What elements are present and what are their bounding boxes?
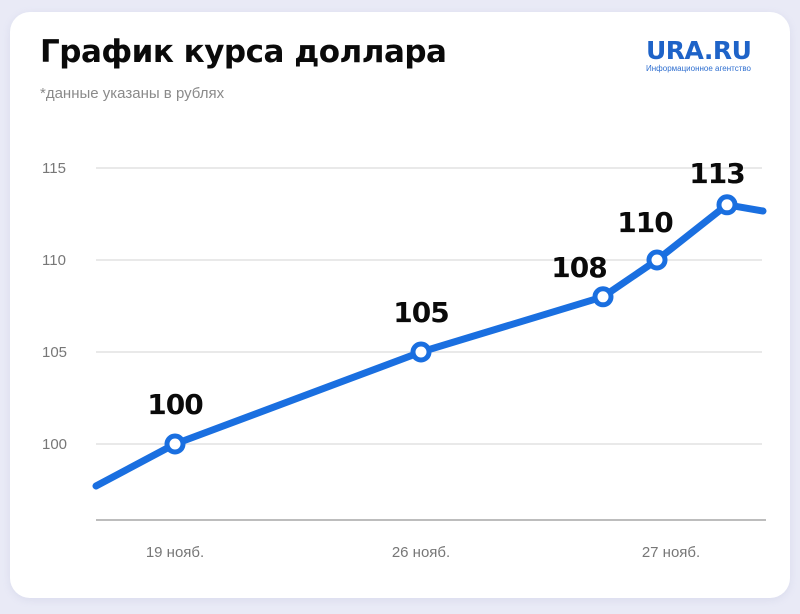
data-point-markers — [164, 194, 738, 455]
data-point — [716, 194, 738, 216]
x-tick-label: 26 нояб. — [392, 544, 450, 561]
y-tick-label: 105 — [42, 344, 67, 361]
data-label: 100 — [147, 388, 203, 421]
data-point — [592, 286, 614, 308]
y-axis-ticks: 100 105 110 115 — [42, 160, 67, 453]
y-tick-label: 115 — [42, 160, 66, 177]
x-tick-label: 27 нояб. — [642, 544, 700, 561]
data-label: 113 — [689, 157, 744, 190]
chart-title: График курса доллара — [40, 34, 447, 70]
logo-name: URA.RU — [646, 36, 752, 65]
data-label: 105 — [393, 296, 448, 329]
logo-tagline: Информационное агентство — [646, 64, 751, 73]
data-labels: 100 105 108 110 113 — [147, 157, 745, 421]
chart-card — [10, 12, 790, 598]
x-tick-label: 19 нояб. — [146, 544, 204, 561]
data-point — [164, 433, 186, 455]
ura-ru-logo: URA.RU Информационное агентство — [646, 36, 752, 74]
chart-subtitle: *данные указаны в рублях — [40, 85, 225, 102]
data-label: 108 — [551, 251, 606, 284]
data-label: 110 — [617, 206, 673, 239]
data-point — [410, 341, 432, 363]
data-point — [646, 249, 668, 271]
x-axis-ticks: 19 нояб. 26 нояб. 27 нояб. — [146, 544, 700, 561]
y-tick-label: 100 — [42, 436, 67, 453]
y-tick-label: 110 — [42, 252, 66, 269]
